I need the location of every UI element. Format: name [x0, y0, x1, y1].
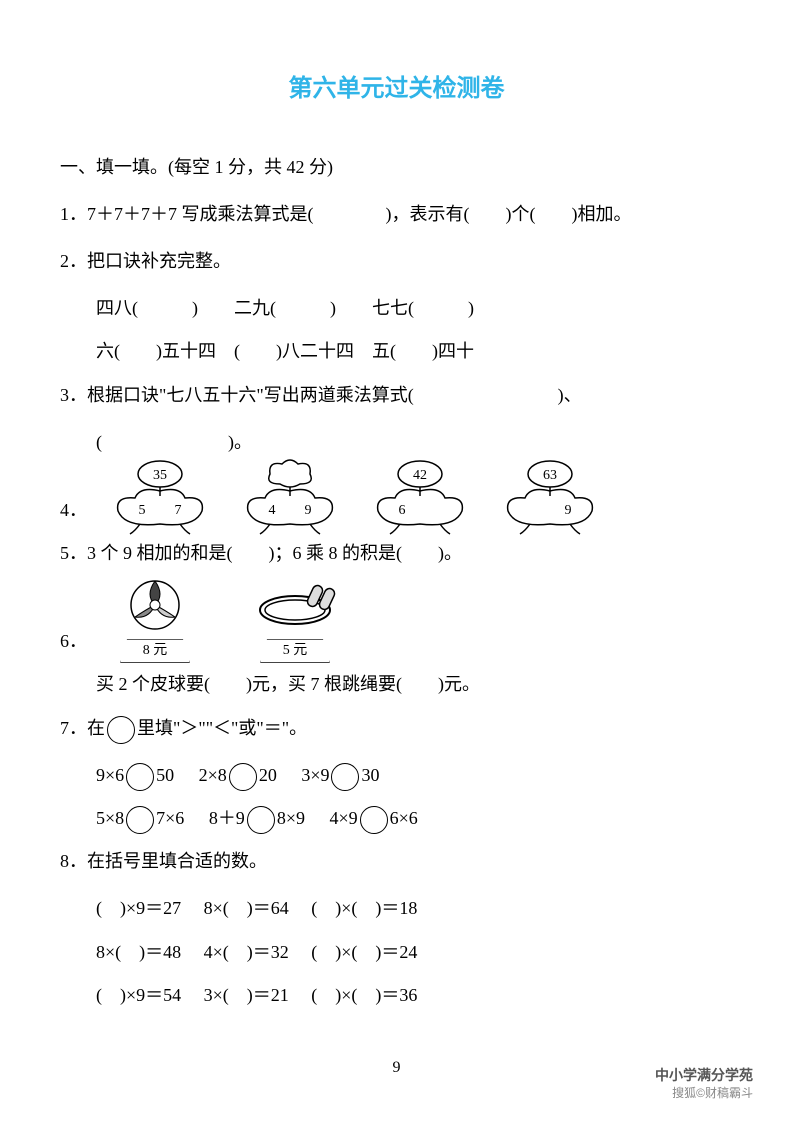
watermark: 中小学满分学苑 搜狐©财稿霸斗: [655, 1066, 753, 1102]
ball-price: 8 元: [120, 639, 190, 663]
ball-item: 8 元: [120, 575, 190, 663]
flower-2: 4 9: [240, 456, 340, 536]
svg-text:9: 9: [305, 503, 312, 518]
rope-price: 5 元: [260, 639, 330, 663]
question-7-head: 7．在里填"＞""＜"或"＝"。: [60, 707, 733, 750]
question-1: 1．7＋7＋7＋7 写成乘法算式是( )，表示有( )个( )相加。: [60, 193, 733, 236]
flower-4: 63 9: [500, 456, 600, 536]
svg-text:6: 6: [399, 503, 406, 518]
ball-icon: [127, 577, 183, 633]
rope-item: 5 元: [250, 575, 340, 663]
question-4: 4． 35 5 7 4 9 42 6: [60, 464, 733, 532]
rope-icon: [250, 580, 340, 630]
question-7-row2: 5×87×6 8＋98×9 4×96×6: [60, 797, 733, 840]
question-4-num: 4．: [60, 489, 90, 532]
svg-text:63: 63: [543, 468, 557, 483]
question-8-head: 8．在括号里填合适的数。: [60, 840, 733, 883]
watermark-main: 中小学满分学苑: [655, 1066, 753, 1086]
flower-row: 35 5 7 4 9 42 6 63 9: [90, 456, 600, 536]
question-8-row1: ( )×9＝27 8×( )＝64 ( )×( )＝18: [60, 887, 733, 930]
svg-text:7: 7: [175, 503, 182, 518]
svg-text:35: 35: [153, 468, 167, 483]
question-3-line1: 3．根据口诀"七八五十六"写出两道乘法算式( )、: [60, 374, 733, 417]
page-title: 第六单元过关检测卷: [60, 60, 733, 118]
section-heading: 一、填一填。(每空 1 分，共 42 分): [60, 146, 733, 189]
question-8-row3: ( )×9＝54 3×( )＝21 ( )×( )＝36: [60, 974, 733, 1017]
question-6-text: 买 2 个皮球要( )元，买 7 根跳绳要( )元。: [60, 663, 733, 706]
svg-text:5: 5: [139, 503, 146, 518]
question-7-row1: 9×650 2×820 3×930: [60, 754, 733, 797]
question-6-images: 6． 8 元: [60, 579, 733, 663]
circle-icon: [107, 716, 135, 744]
question-5: 5．3 个 9 相加的和是( )；6 乘 8 的积是( )。: [60, 532, 733, 575]
svg-text:42: 42: [413, 468, 427, 483]
flower-1: 35 5 7: [110, 456, 210, 536]
question-2-line1: 四八( ) 二九( ) 七七( ): [60, 287, 733, 330]
svg-text:9: 9: [565, 503, 572, 518]
svg-text:4: 4: [269, 503, 276, 518]
watermark-sub: 搜狐©财稿霸斗: [655, 1085, 753, 1102]
question-2-line2: 六( )五十四 ( )八二十四 五( )四十: [60, 330, 733, 373]
question-8-row2: 8×( )＝48 4×( )＝32 ( )×( )＝24: [60, 931, 733, 974]
flower-3: 42 6: [370, 456, 470, 536]
question-6-num: 6．: [60, 620, 90, 663]
question-2-head: 2．把口诀补充完整。: [60, 240, 733, 283]
